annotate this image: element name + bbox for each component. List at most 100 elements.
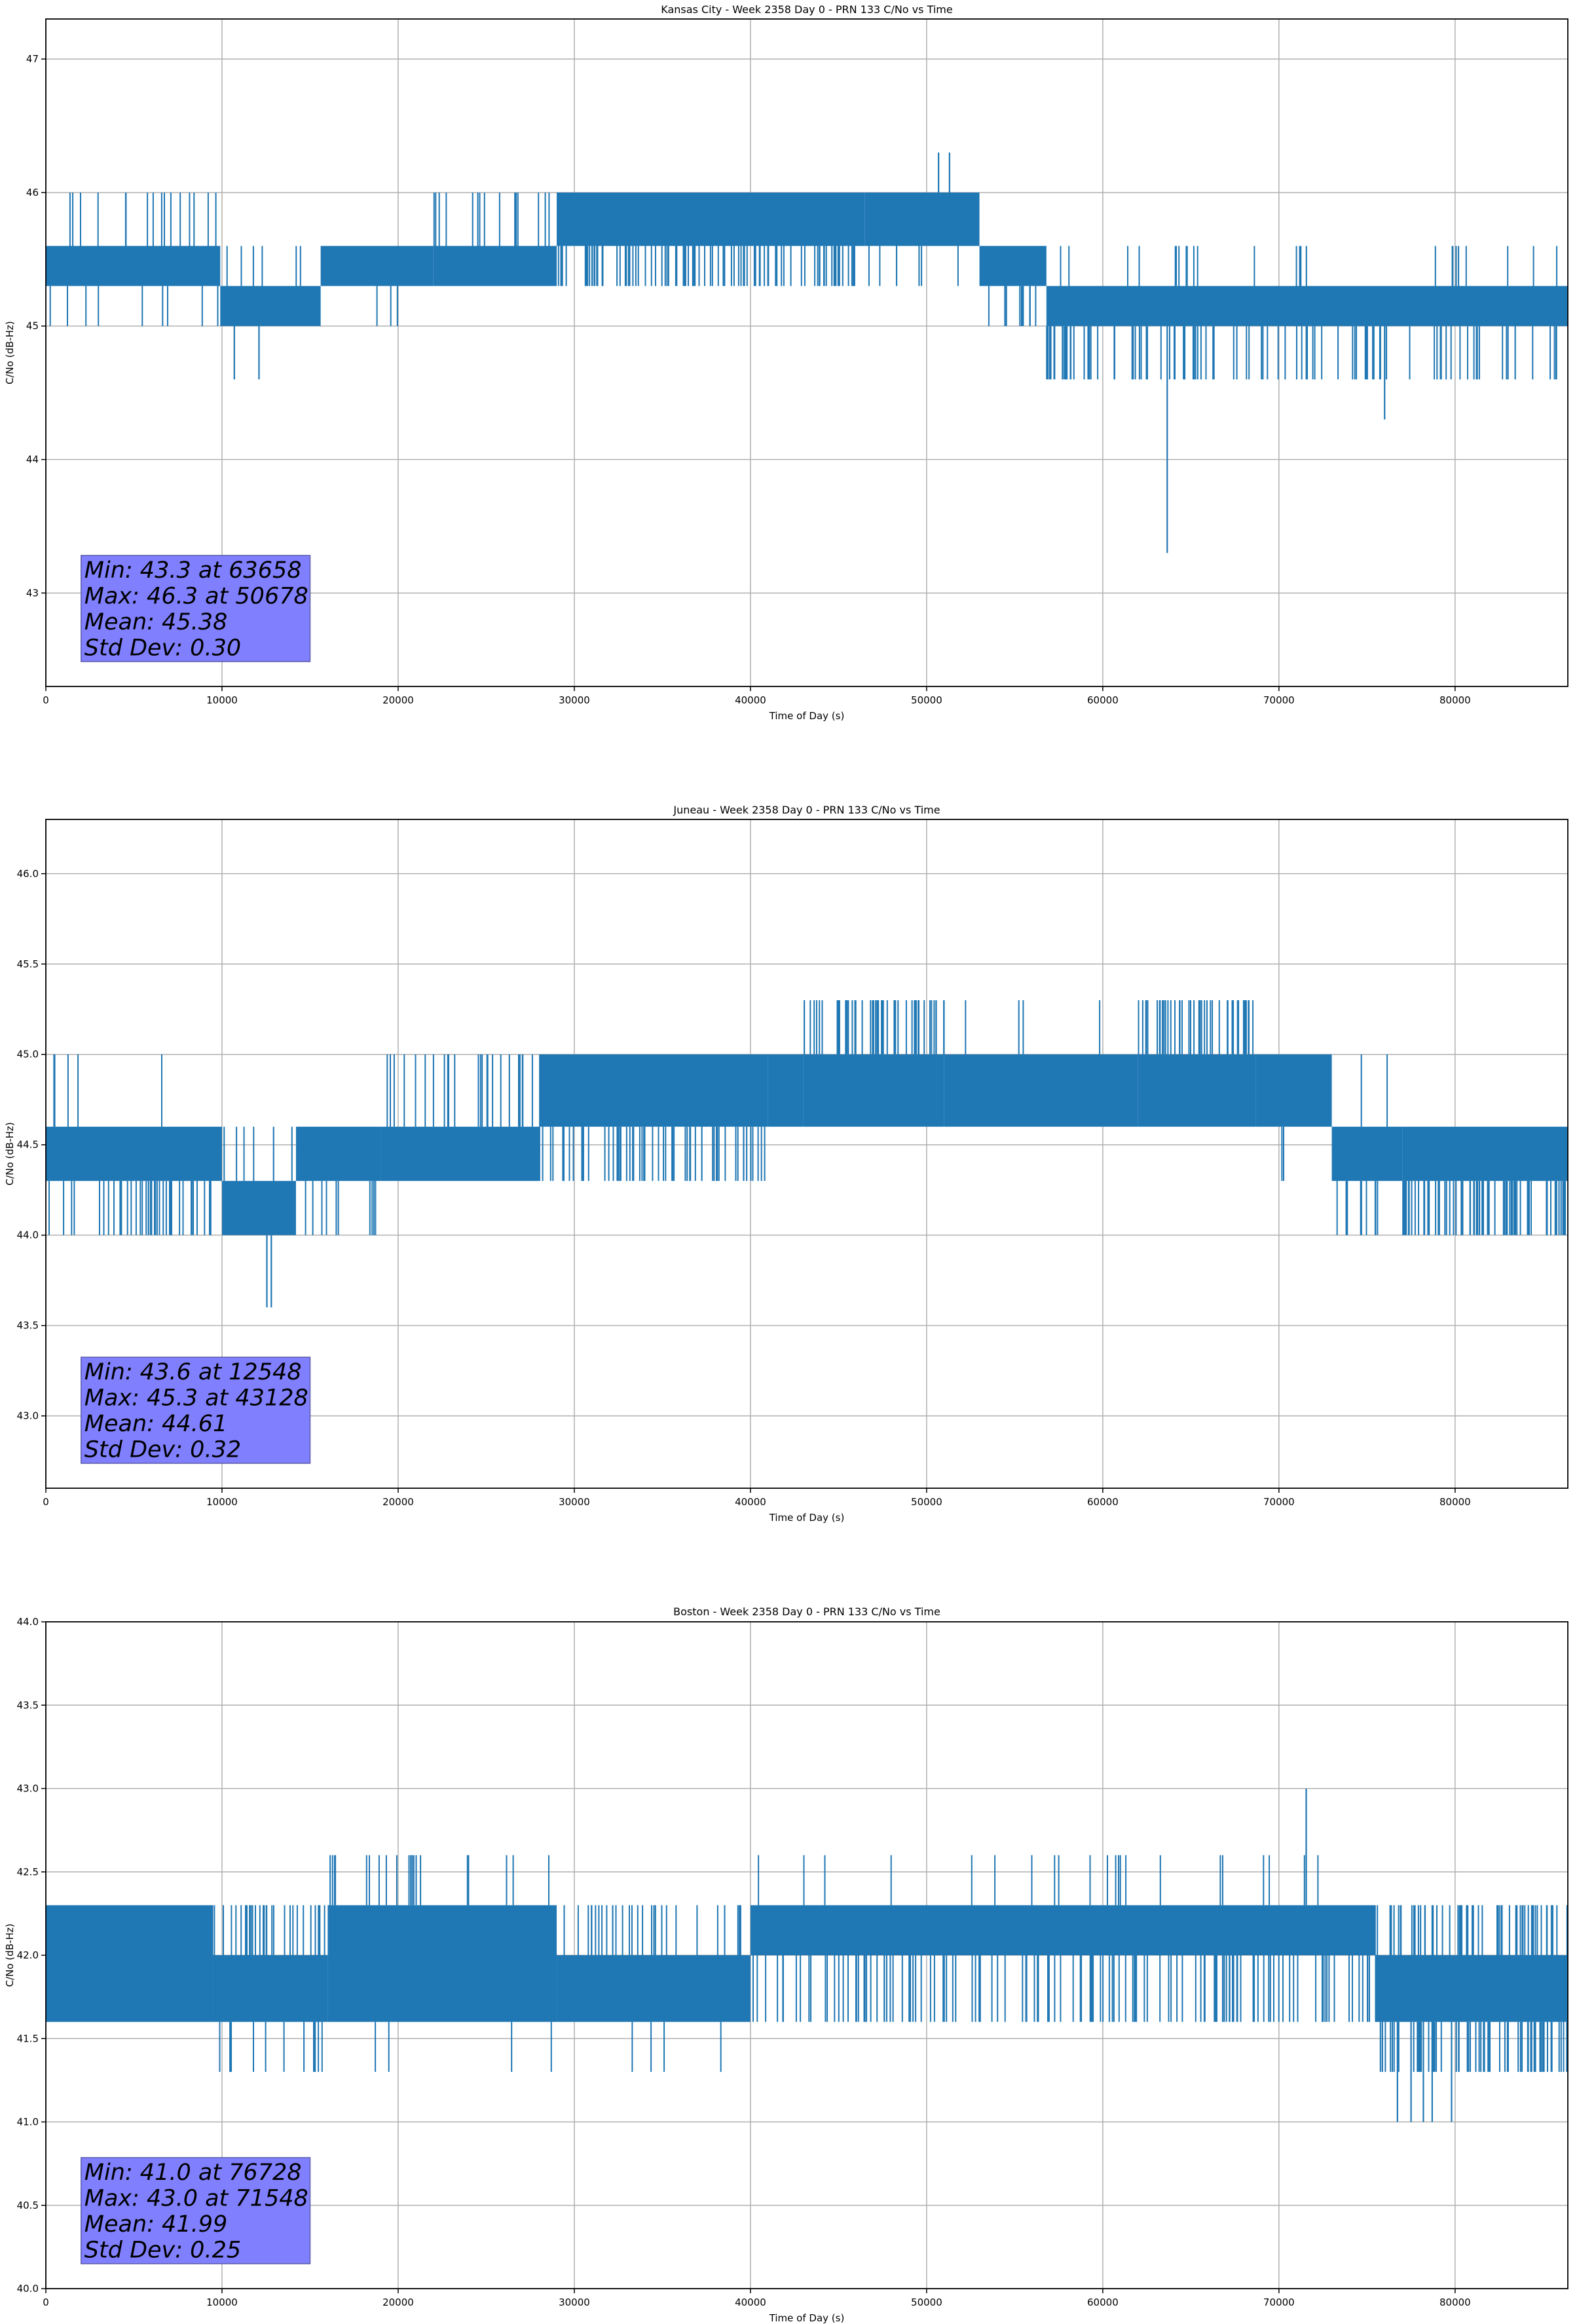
x-tick-label: 20000 [382,694,414,706]
data-flicker-down [305,1180,377,1235]
x-axis-label: Time of Day (s) [769,2312,845,2324]
data-flicker-down [538,1127,766,1181]
stats-max: Max: 43.0 at 71548 [84,2186,308,2212]
y-tick-label: 43.0 [17,1410,39,1422]
stats-mean: Mean: 45.38 [84,609,227,635]
data-band [1331,1127,1403,1181]
data-flicker-down [375,2021,552,2072]
stats-max: Max: 45.3 at 43128 [84,1385,308,1412]
data-flicker-down [376,286,398,326]
data-flicker-down [49,286,219,326]
y-tick-label: 46 [26,187,39,198]
x-tick-label: 40000 [735,1496,766,1508]
y-tick-label: 41.5 [17,2033,39,2044]
data-band [221,1180,296,1235]
data-band [979,246,1047,286]
data-flicker-down [988,286,1037,326]
data-flicker-up [53,1054,162,1127]
x-tick-label: 80000 [1439,1496,1471,1508]
x-tick-label: 30000 [559,694,590,706]
data-flicker-up [69,192,217,246]
chart-title: Juneau - Week 2358 Day 0 - PRN 133 C/No … [673,804,940,816]
data-series [46,152,1568,553]
y-tick-label: 45.5 [17,958,39,970]
data-band [320,246,434,286]
y-tick-label: 43.5 [17,1320,39,1332]
x-axis-label: Time of Day (s) [769,710,845,722]
x-tick-label: 0 [43,2296,49,2308]
data-flicker-up [433,192,550,246]
chart-2: 0 10000 20000 30000 40000 50000 60000 70000 8000… [4,804,1568,1524]
y-tick-label: 43.5 [17,1699,39,1711]
x-tick-label: 10000 [206,2296,238,2308]
x-tick-label: 60000 [1087,694,1119,706]
stats-std: Std Dev: 0.25 [84,2238,241,2264]
stats-min: Min: 43.6 at 12548 [84,1359,302,1385]
data-series [46,1000,1568,1308]
x-tick-label: 50000 [911,1496,942,1508]
y-tick-label: 42.5 [17,1866,39,1878]
data-band [1402,1127,1568,1181]
data-band [944,1054,1138,1127]
y-tick-label: 45 [26,320,39,332]
y-tick-label: 41.0 [17,2116,39,2128]
stats-min: Min: 41.0 at 76728 [84,2160,302,2186]
data-flicker-up [758,1855,1319,1905]
data-band [557,1955,751,2022]
x-tick-label: 70000 [1263,694,1295,706]
y-tick-label: 46.0 [17,868,39,880]
data-band [380,1127,540,1181]
y-tick-label: 44.0 [17,1229,39,1241]
axes-frame [45,819,1568,1489]
data-flicker-down [48,1180,212,1235]
data-band [46,1905,213,2022]
data-band [1138,1054,1256,1127]
data-band [295,1127,381,1181]
data-flicker-down [1379,2021,1568,2072]
y-axis-label: C/No (dB-Hz) [4,321,16,384]
data-band [433,246,557,286]
data-flicker-down [868,246,959,286]
chart-title: Kansas City - Week 2358 Day 0 - PRN 133 … [661,3,952,16]
data-flicker-down [752,1955,1377,2022]
x-tick-label: 20000 [382,2296,414,2308]
chart-1: 0 10000 20000 30000 40000 50000 60000 70000 8000… [4,3,1568,722]
x-tick-label: 10000 [206,694,238,706]
data-band [1255,1054,1332,1127]
data-band [557,192,865,246]
data-band [750,1905,1376,1955]
stats-std: Std Dev: 0.30 [84,635,241,662]
data-band [768,1054,804,1127]
x-tick-label: 0 [43,1496,49,1508]
y-axis-label: C/No (dB-Hz) [4,1122,16,1186]
data-band [1046,286,1568,326]
data-band [864,192,980,246]
x-tick-label: 50000 [911,694,942,706]
y-tick-label: 44.0 [17,1616,39,1628]
stats-max: Max: 46.3 at 50678 [84,584,308,610]
axes-frame [45,18,1568,687]
data-flicker-up [563,1905,741,1955]
y-axis-label: C/No (dB-Hz) [4,1924,16,1987]
x-tick-label: 20000 [382,1496,414,1508]
y-tick-label: 44.5 [17,1139,39,1151]
data-band [1375,1955,1568,2022]
x-axis-label: Time of Day (s) [769,1512,845,1524]
x-tick-label: 0 [43,694,49,706]
chart-3: 0 10000 20000 30000 40000 50000 60000 70000 8000… [4,1605,1568,2324]
y-tick-label: 43.0 [17,1783,39,1795]
data-band [46,1127,222,1181]
x-tick-label: 40000 [735,694,766,706]
y-tick-label: 40.5 [17,2200,39,2211]
data-flicker-up [804,1000,945,1055]
x-tick-label: 50000 [911,2296,942,2308]
data-flicker-down [1046,326,1557,380]
x-tick-label: 70000 [1263,2296,1295,2308]
stats-box [81,555,311,662]
y-tick-label: 40.0 [17,2283,39,2295]
chart-title: Boston - Week 2358 Day 0 - PRN 133 C/No … [673,1605,940,1618]
x-tick-label: 30000 [559,1496,590,1508]
data-flicker-down [219,2021,323,2072]
data-flicker-up [1060,246,1558,286]
x-tick-label: 60000 [1087,1496,1119,1508]
